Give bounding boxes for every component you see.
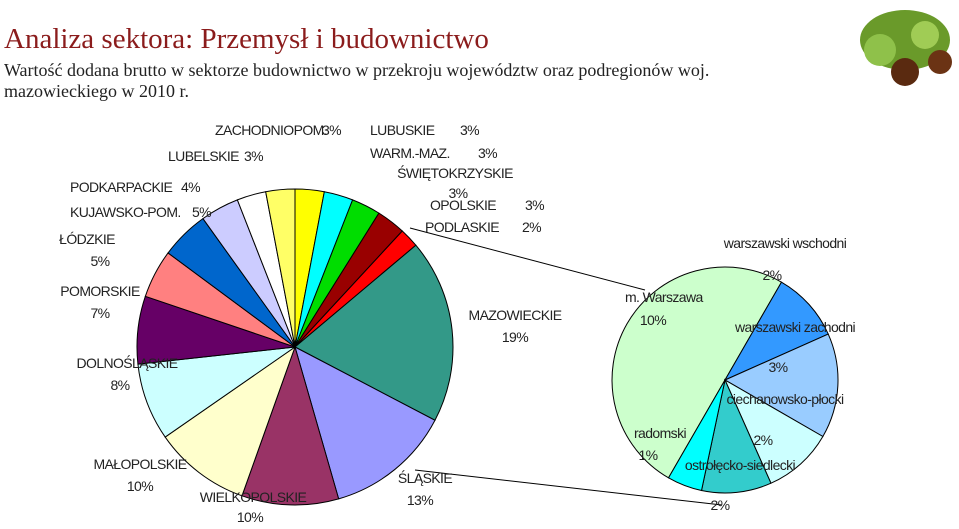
pie-slice	[667, 379, 726, 492]
pie-slice	[265, 188, 296, 348]
slice-label: m. Warszawa	[625, 289, 703, 305]
slice-label: MAZOWIECKIE	[469, 307, 562, 323]
pie-slice	[611, 266, 783, 479]
slice-label: WIELKOPOLSKIE	[200, 489, 307, 505]
slice-label: PODLASKIE	[425, 219, 499, 235]
slice-value-label: 5%	[192, 204, 211, 220]
slice-label: POMORSKIE	[60, 283, 140, 299]
slice-label: ciechanowsko-płocki	[727, 391, 844, 407]
slice-value-label: 2%	[762, 267, 781, 283]
slice-value-label: 10%	[640, 312, 666, 328]
slice-label: warszawski zachodni	[734, 319, 856, 335]
slice-value-label: 10%	[237, 509, 263, 525]
slice-label: ostrołęcko-siedlecki	[685, 457, 796, 473]
slice-label: ŁÓDZKIE	[59, 231, 115, 247]
slice-label: PODKARPACKIE	[70, 179, 172, 195]
slice-value-label: 8%	[110, 377, 129, 393]
chart-subtitle: Wartość dodana brutto w sektorze budowni…	[4, 60, 710, 101]
slice-label: ŚWIĘTOKRZYSKIE	[397, 164, 513, 181]
slice-value-label: 2%	[753, 432, 772, 448]
slice-value-label: 1%	[638, 447, 657, 463]
slice-label: OPOLSKIE	[430, 197, 496, 213]
slice-label: ZACHODNIOPOM.	[215, 122, 327, 138]
slice-value-label: 19%	[502, 329, 528, 345]
slice-label: MAŁOPOLSKIE	[94, 456, 187, 472]
slice-label: LUBUSKIE	[370, 122, 435, 138]
pie-slice	[723, 281, 829, 382]
subtitle-box: Wartość dodana brutto w sektorze budowni…	[4, 60, 710, 101]
slice-value-label: 10%	[127, 478, 153, 494]
pie-slice	[294, 244, 454, 421]
pie-slice	[723, 333, 839, 438]
slice-label: LUBELSKIE	[168, 148, 239, 164]
pie-slice	[723, 378, 824, 484]
pie-slice	[700, 378, 772, 494]
slice-label: KUJAWSKO-POM.	[70, 204, 181, 220]
chart-title: Analiza sektora: Przemysł i budownictwo	[4, 23, 489, 55]
slice-value-label: 2%	[522, 219, 541, 235]
slice-value-label: 13%	[407, 492, 433, 508]
slice-value-label: 7%	[90, 305, 109, 321]
slice-label: warszawski wschodni	[723, 235, 847, 251]
slice-value-label: 3%	[448, 185, 467, 201]
pie-slice	[241, 345, 340, 506]
slice-label: ŚLĄSKIE	[398, 469, 452, 486]
slice-label: radomski	[634, 425, 686, 441]
slice-value-label: 4%	[181, 179, 200, 195]
pie-slice	[294, 346, 436, 500]
slice-value-label: 3%	[768, 359, 787, 375]
slice-value-label: 3%	[460, 122, 479, 138]
slice-value-label: 3%	[322, 122, 341, 138]
slice-value-label: 5%	[90, 253, 109, 269]
slice-value-label: 3%	[244, 148, 263, 164]
slice-value-label: 3%	[525, 197, 544, 213]
chestnut-icon	[860, 10, 952, 86]
slice-label: DOLNOŚLĄSKIE	[77, 354, 178, 371]
connector-line	[414, 469, 723, 506]
slice-label: WARM.-MAZ.	[370, 145, 450, 161]
slice-value-label: 3%	[478, 145, 497, 161]
connector-line	[409, 227, 646, 291]
pie-slice	[164, 345, 296, 497]
slice-value-label: 2%	[710, 497, 729, 513]
